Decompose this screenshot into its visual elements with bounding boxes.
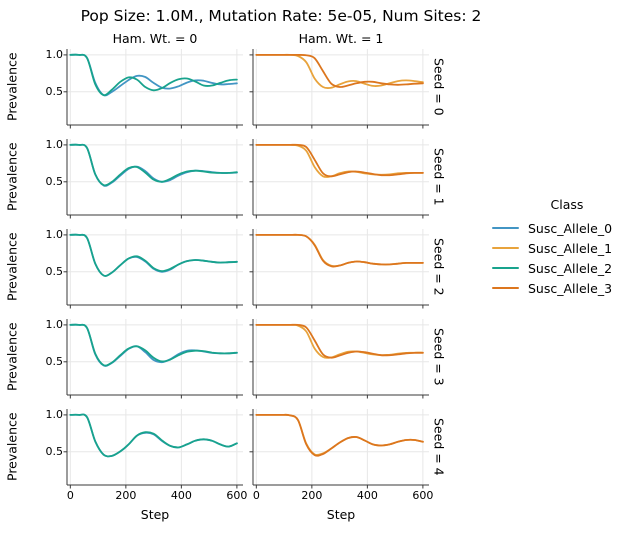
y-tick-label: 0.5 [45,444,64,458]
x-axis-label: Step [140,507,170,522]
legend-line-swatch-susc-allele-2 [492,266,519,270]
y-axis-label: Prevalence [4,142,20,212]
legend-label: Susc_Allele_0 [528,220,613,236]
legend-line-swatch-susc-allele-3 [492,286,519,290]
x-tick-label: 400 [356,489,378,502]
y-tick-label: 1.0 [45,317,64,331]
line-series-susc_allele_2 [69,143,238,187]
y-tick-label: 1.0 [45,227,64,241]
row-label-seed-2: Seed = 2 [431,238,447,296]
legend-line-swatch-susc-allele-0 [492,226,519,230]
line-series-susc_allele_3 [255,323,424,359]
line-series-susc_allele_1 [255,233,424,268]
line-series-susc_allele_3 [255,53,424,88]
legend-label: Susc_Allele_3 [528,280,613,296]
x-tick-label: 200 [115,489,137,502]
legend-entry-susc-allele-0: Susc_Allele_0 [492,218,642,238]
x-tick-label: 600 [226,489,248,502]
line-series-susc_allele_1 [255,323,424,359]
line-series-susc_allele_0 [69,323,238,367]
y-axis-label: Prevalence [4,322,20,392]
line-series-susc_allele_1 [255,143,424,178]
line-series-susc_allele_0 [69,413,238,458]
line-series-susc_allele_3 [255,143,424,178]
line-series-susc_allele_2 [69,413,238,458]
y-tick-label: 0.5 [45,354,64,368]
legend-entry-susc-allele-2: Susc_Allele_2 [492,258,642,278]
legend-title: Class [550,197,584,212]
legend-label: Susc_Allele_1 [528,240,613,256]
line-series-susc_allele_1 [255,413,424,456]
row-label-seed-3: Seed = 3 [431,328,447,386]
y-tick-label: 1.0 [45,47,64,61]
line-series-susc_allele_2 [69,53,238,97]
y-tick-label: 0.5 [45,174,64,188]
line-series-susc_allele_3 [255,413,424,457]
x-axis-label: Step [326,507,356,522]
line-series-susc_allele_3 [255,233,424,268]
row-label-seed-4: Seed = 4 [431,418,447,476]
legend-entry-susc-allele-1: Susc_Allele_1 [492,238,642,258]
line-series-susc_allele_2 [69,323,238,367]
legend-entry-susc-allele-3: Susc_Allele_3 [492,278,642,298]
row-label-seed-1: Seed = 1 [431,148,447,206]
x-tick-label: 200 [301,489,323,502]
x-tick-label: 400 [170,489,192,502]
legend-line-swatch-susc-allele-1 [492,246,519,250]
line-series-susc_allele_2 [69,233,238,277]
x-tick-label: 0 [66,489,74,502]
figure-title: Pop Size: 1.0M., Mutation Rate: 5e-05, N… [80,7,482,25]
line-series-susc_allele_0 [69,233,238,277]
y-tick-label: 0.5 [45,84,64,98]
row-label-seed-0: Seed = 0 [431,58,447,116]
column-header-ham-wt-1: Ham. Wt. = 1 [298,31,384,46]
line-series-susc_allele_0 [69,53,238,97]
x-tick-label: 0 [252,489,260,502]
column-header-ham-wt-0: Ham. Wt. = 0 [112,31,198,46]
y-tick-label: 0.5 [45,264,64,278]
y-axis-label: Prevalence [4,52,20,122]
legend-label: Susc_Allele_2 [528,260,613,276]
x-tick-label: 600 [412,489,434,502]
legend: Class Susc_Allele_0 Susc_Allele_1 Susc_A… [492,197,642,298]
y-tick-label: 1.0 [45,137,64,151]
y-tick-label: 1.0 [45,407,64,421]
y-axis-label: Prevalence [4,412,20,482]
y-axis-label: Prevalence [4,232,20,302]
line-series-susc_allele_1 [255,53,424,89]
